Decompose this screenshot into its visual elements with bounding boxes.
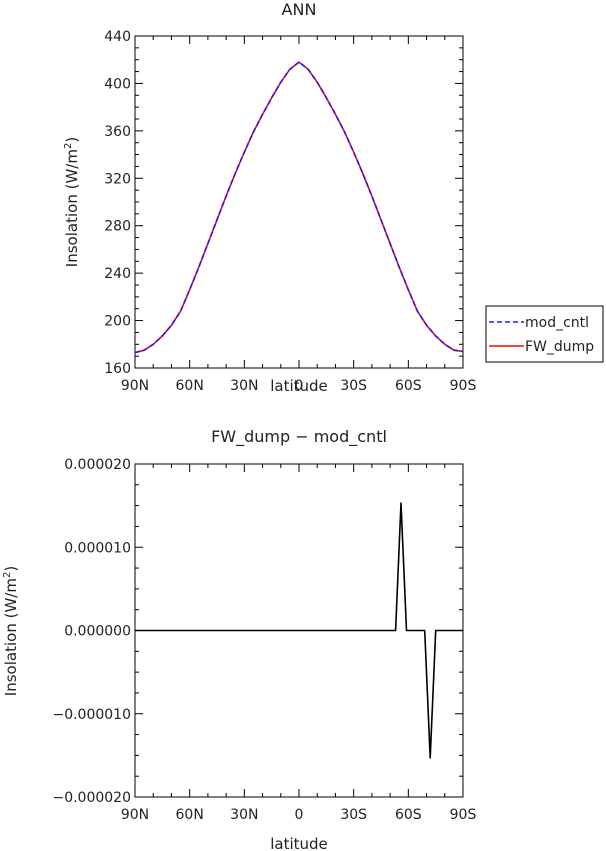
x-tick-label: 60S (395, 378, 422, 394)
y-axis-label: Insolation (W/m2) (2, 566, 20, 696)
y-axis-label-sup: 2 (63, 143, 74, 149)
x-tick-label: 30S (340, 807, 367, 823)
legend-label-fw-dump: FW_dump (525, 339, 594, 355)
x-axis-label: latitude (270, 377, 328, 395)
series-line-mod-cntl (134, 61, 464, 354)
y-tick-label: 0.000020 (64, 457, 131, 473)
y-tick-label: 280 (104, 219, 131, 235)
x-tick-label: 90S (450, 807, 477, 823)
legend-label-mod-cntl: mod_cntl (525, 315, 589, 331)
plot-frame (134, 35, 464, 369)
y-tick-labels: −0.000020 −0.000010 0.000000 0.000010 0.0000… (52, 457, 131, 806)
y-tick-label: −0.000010 (52, 707, 131, 723)
x-tick-label: 30N (230, 378, 258, 394)
x-tick-label: 60N (176, 378, 204, 394)
y-tick-label: −0.000020 (52, 790, 131, 806)
insolation-chart: ANN 90N 60N 30N 0 30S 60S 90S 160 200 240 280 320 3… (63, 0, 476, 395)
difference-chart: FW_dump − mod_cntl 90N 60N 30N 0 30S 60S 90S −… (2, 427, 476, 851)
axis-ticks (134, 463, 464, 798)
series-lines (135, 502, 463, 759)
axis-ticks (134, 35, 464, 369)
y-axis-label-sup: 2 (2, 572, 13, 578)
x-tick-labels: 90N 60N 30N 0 30S 60S 90S (121, 378, 477, 394)
y-tick-label: 160 (104, 361, 131, 377)
y-axis-label-close: ) (2, 566, 20, 572)
x-tick-label: 90S (450, 378, 477, 394)
x-tick-label: 90N (121, 807, 149, 823)
series-line-difference (135, 502, 463, 759)
chart-title: FW_dump − mod_cntl (211, 427, 387, 447)
series-line-fw-dump (134, 61, 464, 354)
x-tick-label: 30N (230, 807, 258, 823)
legend: mod_cntl FW_dump (485, 305, 604, 363)
x-tick-label: 30S (340, 378, 367, 394)
x-tick-label: 90N (121, 378, 149, 394)
y-tick-label: 400 (104, 76, 131, 92)
legend-box (485, 305, 604, 363)
y-axis-label-main: Insolation (W/m (2, 578, 20, 696)
y-axis-label: Insolation (W/m2) (63, 137, 81, 267)
x-axis-label: latitude (270, 835, 328, 851)
y-tick-label: 240 (104, 266, 131, 282)
chart-title: ANN (282, 0, 317, 19)
series-lines (134, 61, 464, 354)
y-tick-label: 0.000010 (64, 540, 131, 556)
y-tick-labels: 160 200 240 280 320 360 400 440 (104, 29, 131, 377)
y-tick-label: 440 (104, 29, 131, 45)
y-tick-label: 0.000000 (64, 624, 131, 640)
y-axis-label-close: ) (63, 137, 81, 143)
y-tick-label: 320 (104, 171, 131, 187)
x-tick-label: 0 (295, 378, 304, 394)
x-tick-labels: 90N 60N 30N 0 30S 60S 90S (121, 807, 477, 823)
x-tick-label: 60N (176, 807, 204, 823)
y-axis-label-main: Insolation (W/m (63, 149, 81, 267)
y-tick-label: 360 (104, 124, 131, 140)
x-tick-label: 60S (395, 807, 422, 823)
x-tick-label: 0 (295, 807, 304, 823)
y-tick-label: 200 (104, 314, 131, 330)
